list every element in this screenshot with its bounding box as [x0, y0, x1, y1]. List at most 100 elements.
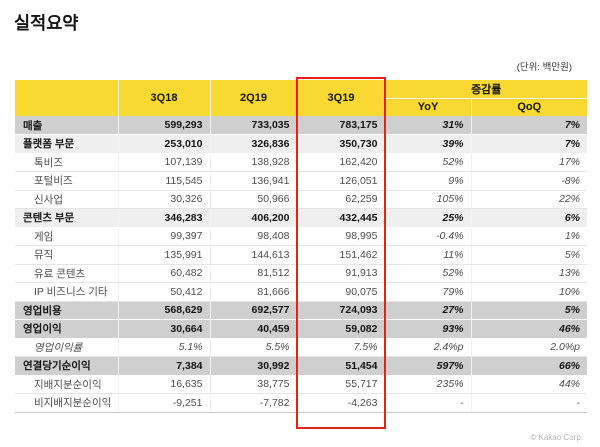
- row-label: 콘텐츠 부문: [15, 208, 119, 228]
- cell-qoq: -: [471, 393, 587, 413]
- cell-3q19: 55,717: [297, 375, 386, 394]
- header-row-main: 3Q18 2Q19 3Q19 증감률: [15, 80, 587, 116]
- row-label: 비지배지분순이익: [15, 393, 119, 413]
- row-label: 영업이익: [15, 319, 119, 339]
- row-label: 플랫폼 부문: [15, 134, 119, 154]
- cell-yoy: -0.4%: [385, 227, 472, 246]
- cell-3q19: 59,082: [297, 319, 386, 339]
- cell-2q19: 30,992: [210, 356, 298, 376]
- cell-yoy: 25%: [385, 208, 472, 228]
- row-label: 신사업: [15, 190, 119, 209]
- row-label: 영업비용: [15, 301, 119, 320]
- table-row-operating-profit: 영업이익 30,664 40,459 59,082 93% 46%: [15, 319, 587, 339]
- row-label: 유료 콘텐츠: [15, 264, 119, 283]
- cell-2q19: 144,613: [210, 245, 298, 265]
- cell-2q19: 50,966: [210, 190, 298, 209]
- cell-3q19: 126,051: [297, 171, 386, 191]
- cell-2q19: 136,941: [210, 171, 298, 191]
- cell-2q19: 692,577: [210, 301, 298, 320]
- table-row-new-business: 신사업 30,326 50,966 62,259 105% 22%: [15, 190, 587, 209]
- table-row-operating-expenses: 영업비용 568,629 692,577 724,093 27% 5%: [15, 301, 587, 320]
- cell-qoq: 13%: [471, 264, 587, 283]
- cell-3q18: 30,326: [118, 190, 211, 209]
- cell-yoy: 2.4%p: [385, 338, 472, 357]
- cell-3q18: 346,283: [118, 208, 211, 228]
- header-change-rate-group: 증감률: [385, 80, 587, 99]
- cell-yoy: -: [385, 393, 472, 413]
- cell-yoy: 52%: [385, 264, 472, 283]
- cell-qoq: 44%: [471, 375, 587, 394]
- cell-3q18: 5.1%: [118, 338, 211, 357]
- cell-2q19: -7,782: [210, 393, 298, 413]
- cell-3q18: 50,412: [118, 282, 211, 302]
- cell-2q19: 38,775: [210, 375, 298, 394]
- cell-3q19: 350,730: [297, 134, 386, 154]
- row-label: 뮤직: [15, 245, 119, 265]
- cell-2q19: 326,836: [210, 134, 298, 154]
- table-row-noncontrolling-interest-profit: 비지배지분순이익 -9,251 -7,782 -4,263 - -: [15, 393, 587, 413]
- cell-3q18: 7,384: [118, 356, 211, 376]
- cell-2q19: 733,035: [210, 116, 298, 135]
- cell-yoy: 235%: [385, 375, 472, 394]
- cell-qoq: 1%: [471, 227, 587, 246]
- cell-2q19: 40,459: [210, 319, 298, 339]
- cell-2q19: 81,666: [210, 282, 298, 302]
- cell-yoy: 39%: [385, 134, 472, 154]
- table-row-operating-margin: 영업이익률 5.1% 5.5% 7.5% 2.4%p 2.0%p: [15, 338, 587, 357]
- cell-qoq: 7%: [471, 134, 587, 154]
- cell-yoy: 9%: [385, 171, 472, 191]
- table-row-paid-content: 유료 콘텐츠 60,482 81,512 91,913 52% 13%: [15, 264, 587, 283]
- header-2q19: 2Q19: [210, 80, 298, 116]
- cell-3q19: 7.5%: [297, 338, 386, 357]
- cell-yoy: 105%: [385, 190, 472, 209]
- cell-3q18: 60,482: [118, 264, 211, 283]
- header-empty-cell: [15, 80, 119, 116]
- header-3q18: 3Q18: [118, 80, 211, 116]
- cell-3q18: -9,251: [118, 393, 211, 413]
- cell-qoq: 22%: [471, 190, 587, 209]
- cell-yoy: 27%: [385, 301, 472, 320]
- cell-qoq: 5%: [471, 301, 587, 320]
- cell-qoq: 46%: [471, 319, 587, 339]
- cell-2q19: 81,512: [210, 264, 298, 283]
- cell-3q19: -4,263: [297, 393, 386, 413]
- cell-qoq: 10%: [471, 282, 587, 302]
- header-3q19: 3Q19: [297, 80, 386, 116]
- cell-yoy: 597%: [385, 356, 472, 376]
- cell-2q19: 98,408: [210, 227, 298, 246]
- row-label: 연결당기순이익: [15, 356, 119, 376]
- cell-3q18: 253,010: [118, 134, 211, 154]
- table-row-game: 게임 99,397 98,408 98,995 -0.4% 1%: [15, 227, 587, 246]
- table-row-content-segment: 콘텐츠 부문 346,283 406,200 432,445 25% 6%: [15, 208, 587, 228]
- cell-3q18: 99,397: [118, 227, 211, 246]
- cell-qoq: 17%: [471, 153, 587, 172]
- cell-qoq: 66%: [471, 356, 587, 376]
- cell-3q19: 98,995: [297, 227, 386, 246]
- copyright: © Kakao Corp.: [530, 433, 583, 442]
- cell-3q18: 107,139: [118, 153, 211, 172]
- cell-2q19: 406,200: [210, 208, 298, 228]
- row-label: 게임: [15, 227, 119, 246]
- cell-2q19: 138,928: [210, 153, 298, 172]
- cell-3q18: 30,664: [118, 319, 211, 339]
- cell-3q19: 51,454: [297, 356, 386, 376]
- cell-3q19: 151,462: [297, 245, 386, 265]
- cell-3q18: 568,629: [118, 301, 211, 320]
- row-label: 영업이익률: [15, 338, 119, 357]
- cell-qoq: -8%: [471, 171, 587, 191]
- cell-qoq: 5%: [471, 245, 587, 265]
- cell-3q18: 115,545: [118, 171, 211, 191]
- cell-yoy: 31%: [385, 116, 472, 135]
- row-label: IP 비즈니스 기타: [15, 282, 119, 302]
- cell-3q18: 16,635: [118, 375, 211, 394]
- cell-yoy: 11%: [385, 245, 472, 265]
- table-row-platform-segment: 플랫폼 부문 253,010 326,836 350,730 39% 7%: [15, 134, 587, 154]
- cell-3q19: 724,093: [297, 301, 386, 320]
- cell-3q19: 90,075: [297, 282, 386, 302]
- table-row-music: 뮤직 135,991 144,613 151,462 11% 5%: [15, 245, 587, 265]
- table-row-talkbiz: 톡비즈 107,139 138,928 162,420 52% 17%: [15, 153, 587, 172]
- cell-3q19: 432,445: [297, 208, 386, 228]
- header-row-sub: YoY QoQ: [15, 98, 587, 116]
- cell-qoq: 7%: [471, 116, 587, 135]
